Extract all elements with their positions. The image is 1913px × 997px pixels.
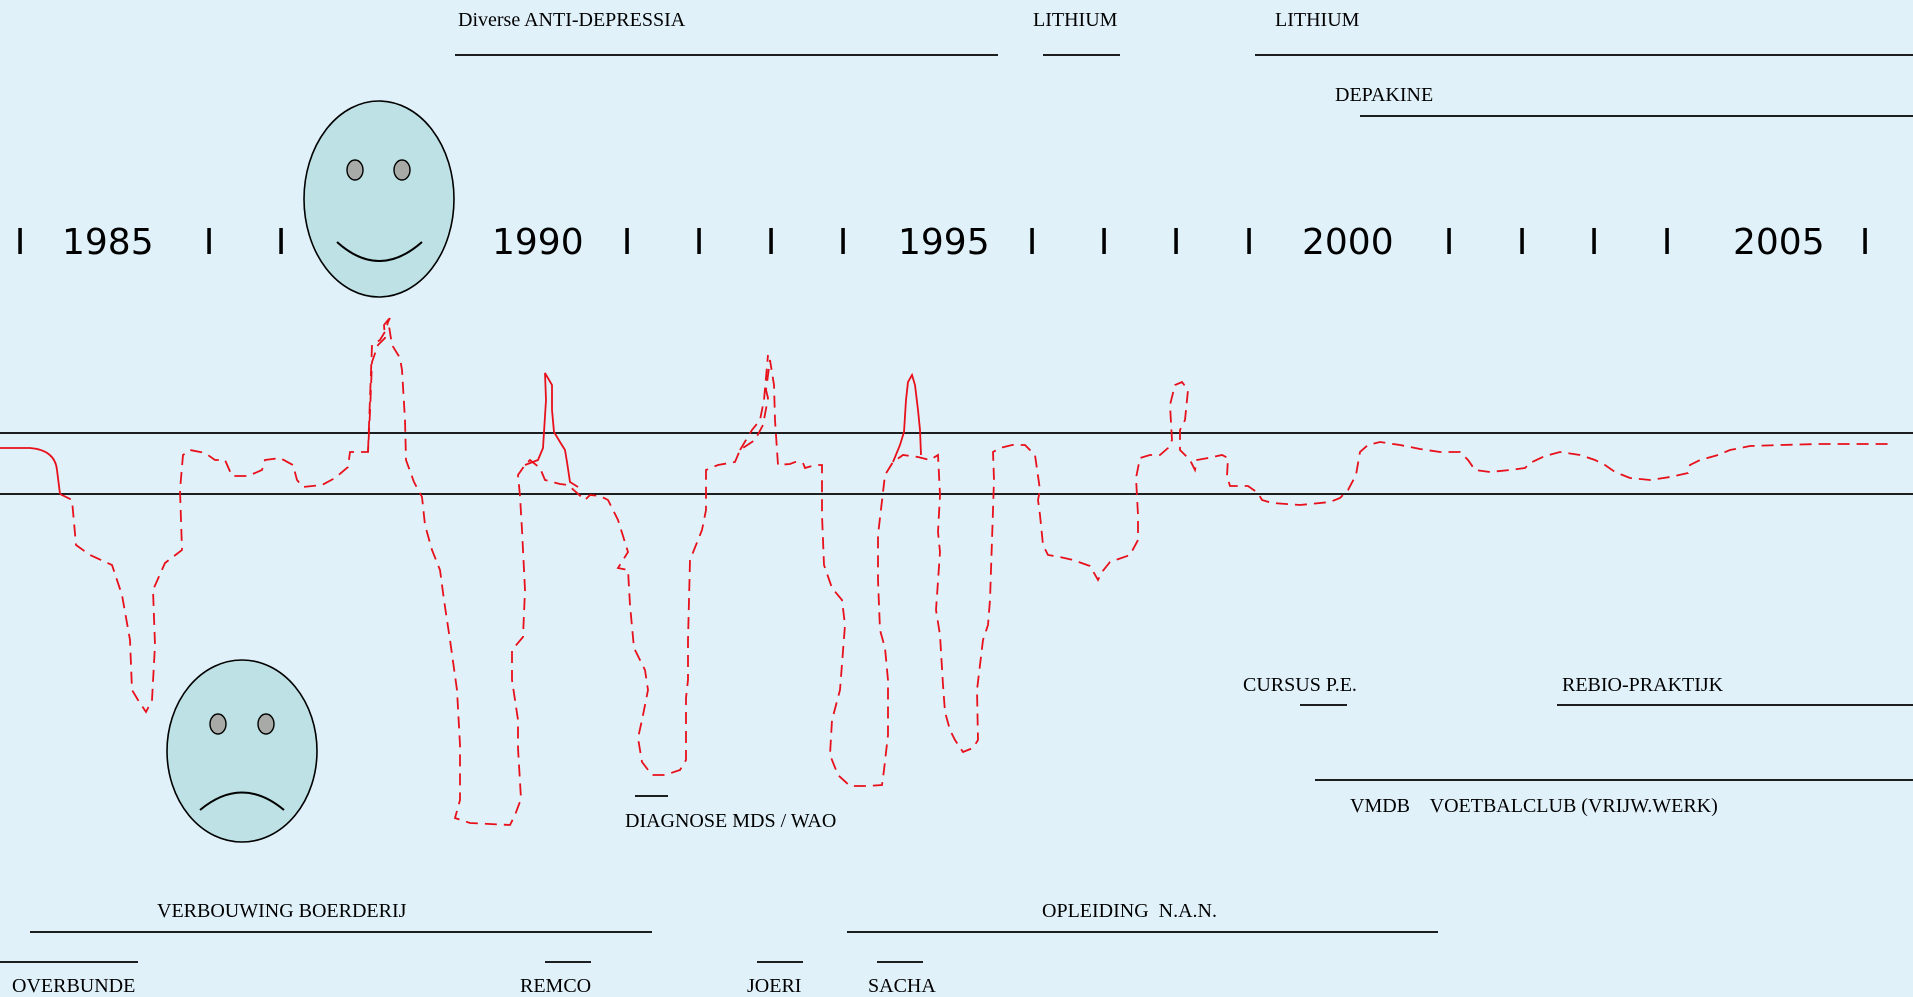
label-vmdb: VMDB VOETBALCLUB (VRIJW.WERK) bbox=[1350, 795, 1718, 817]
year-label-1985: 1985 bbox=[62, 222, 154, 263]
year-tick-mark: I bbox=[276, 222, 287, 263]
mood-line-dashed bbox=[59, 317, 1890, 826]
label-anti-depressia: Diverse ANTI-DEPRESSIA bbox=[458, 9, 686, 31]
smiley-happy-icon bbox=[303, 100, 455, 298]
label-lithium-2: LITHIUM bbox=[1275, 9, 1360, 31]
year-tick-mark: I bbox=[15, 222, 26, 263]
year-tick-mark: I bbox=[1860, 222, 1871, 263]
label-opleiding: OPLEIDING N.A.N. bbox=[1042, 900, 1217, 922]
year-label-2000: 2000 bbox=[1302, 222, 1394, 263]
label-cursus: CURSUS P.E. bbox=[1243, 674, 1357, 696]
year-tick-mark: I bbox=[1517, 222, 1528, 263]
label-sacha: SACHA bbox=[868, 975, 936, 997]
mood-line-dashed-upswing-1993 bbox=[739, 354, 769, 451]
mood-line-dashed-upswing-1988 bbox=[367, 317, 391, 453]
year-tick-mark: I bbox=[1171, 222, 1182, 263]
mood-line-solid-peak-1995 bbox=[892, 372, 922, 463]
label-joeri: JOERI bbox=[747, 975, 801, 997]
year-tick-mark: I bbox=[766, 222, 777, 263]
year-tick-mark: I bbox=[838, 222, 849, 263]
label-lithium-1: LITHIUM bbox=[1033, 9, 1118, 31]
mood-line-solid-peak-1990 bbox=[524, 372, 579, 488]
year-tick-mark: I bbox=[694, 222, 705, 263]
label-diagnose: DIAGNOSE MDS / WAO bbox=[625, 810, 836, 832]
year-label-2005: 2005 bbox=[1733, 222, 1825, 263]
year-tick-mark: I bbox=[1662, 222, 1673, 263]
year-tick-mark: I bbox=[622, 222, 633, 263]
year-tick-mark: I bbox=[1444, 222, 1455, 263]
year-tick-mark: I bbox=[1099, 222, 1110, 263]
label-verbouwing: VERBOUWING BOERDERIJ bbox=[157, 900, 407, 922]
year-tick-mark: I bbox=[204, 222, 215, 263]
year-label-1990: 1990 bbox=[492, 222, 584, 263]
year-tick-mark: I bbox=[1244, 222, 1255, 263]
smiley-sad-icon bbox=[166, 659, 318, 843]
mood-line-solid-start bbox=[0, 447, 61, 495]
year-tick-mark: I bbox=[1027, 222, 1038, 263]
label-depakine: DEPAKINE bbox=[1335, 84, 1433, 106]
label-remco: REMCO bbox=[520, 975, 591, 997]
year-axis: 1985 1990 1995 2000 2005 I I I I I I I I I I I I I I I… bbox=[15, 222, 1871, 263]
label-overbunde: OVERBUNDE bbox=[12, 975, 135, 997]
label-rebio: REBIO-PRAKTIJK bbox=[1562, 674, 1724, 696]
year-label-1995: 1995 bbox=[898, 222, 990, 263]
year-tick-mark: I bbox=[1589, 222, 1600, 263]
